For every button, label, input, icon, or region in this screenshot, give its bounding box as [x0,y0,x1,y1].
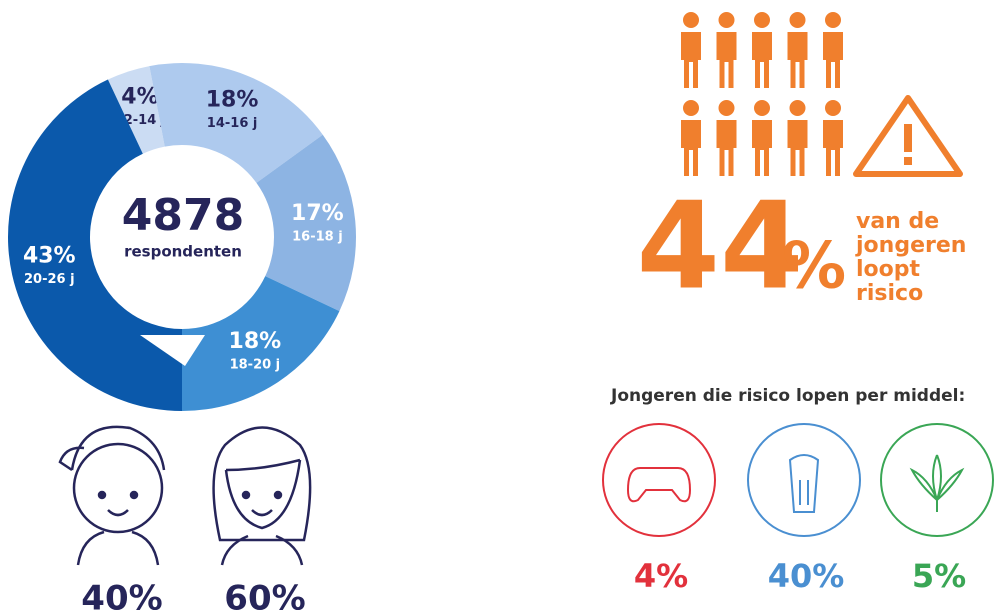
substance-icons [602,423,994,537]
risk-text: jongeren [855,233,966,258]
segment-value: 17% [291,201,344,226]
donut-segment [256,134,356,312]
person-risk [716,100,737,176]
risk-text: van de [856,209,939,234]
risk-unit: % [782,230,846,304]
center-label: respondenten [124,243,242,261]
donut-segment [107,66,165,154]
person-risk [787,12,808,88]
person-risk [716,12,737,88]
person-risk [681,12,701,88]
risk-text: loopt [856,257,921,282]
risk-value: 44 [637,178,804,317]
bubble-pointer [140,335,205,366]
person-risk [681,100,701,176]
boys-percent: 40% [81,579,162,616]
segment-value: 43% [23,244,76,269]
boy-icon [58,425,166,566]
segment-label: 20-26 j [24,272,75,287]
segment-label: 14-16 j [207,116,258,131]
segment-value: 18% [206,88,259,113]
risk-text: risico [856,281,923,306]
donut-segment [149,62,323,183]
segment-label: 18-20 j [230,357,281,372]
girl-icon [212,426,312,566]
donut-segment [7,79,183,411]
person-risk [752,100,772,176]
alcohol-percent: 40% [768,557,845,595]
total: 4878 [122,190,244,241]
gaming-percent: 4% [634,557,688,595]
person-risk [823,100,843,176]
substances-title: Jongeren die risico lopen per middel: [610,386,965,406]
warning-icon [853,95,963,177]
person-risk [823,12,843,88]
person-risk [752,12,772,88]
segment-value: 18% [229,329,282,354]
pictograph [681,12,843,176]
donut-segment [182,276,340,411]
donut-chart: 4%12-14 j18%14-16 j17%16-18 j18%18-20 j4… [7,62,356,411]
segment-label: 16-18 j [292,230,343,245]
person-risk [787,100,808,176]
girls-percent: 60% [224,579,305,616]
cannabis-percent: 5% [912,557,966,595]
segment-value: 4% [121,85,158,110]
